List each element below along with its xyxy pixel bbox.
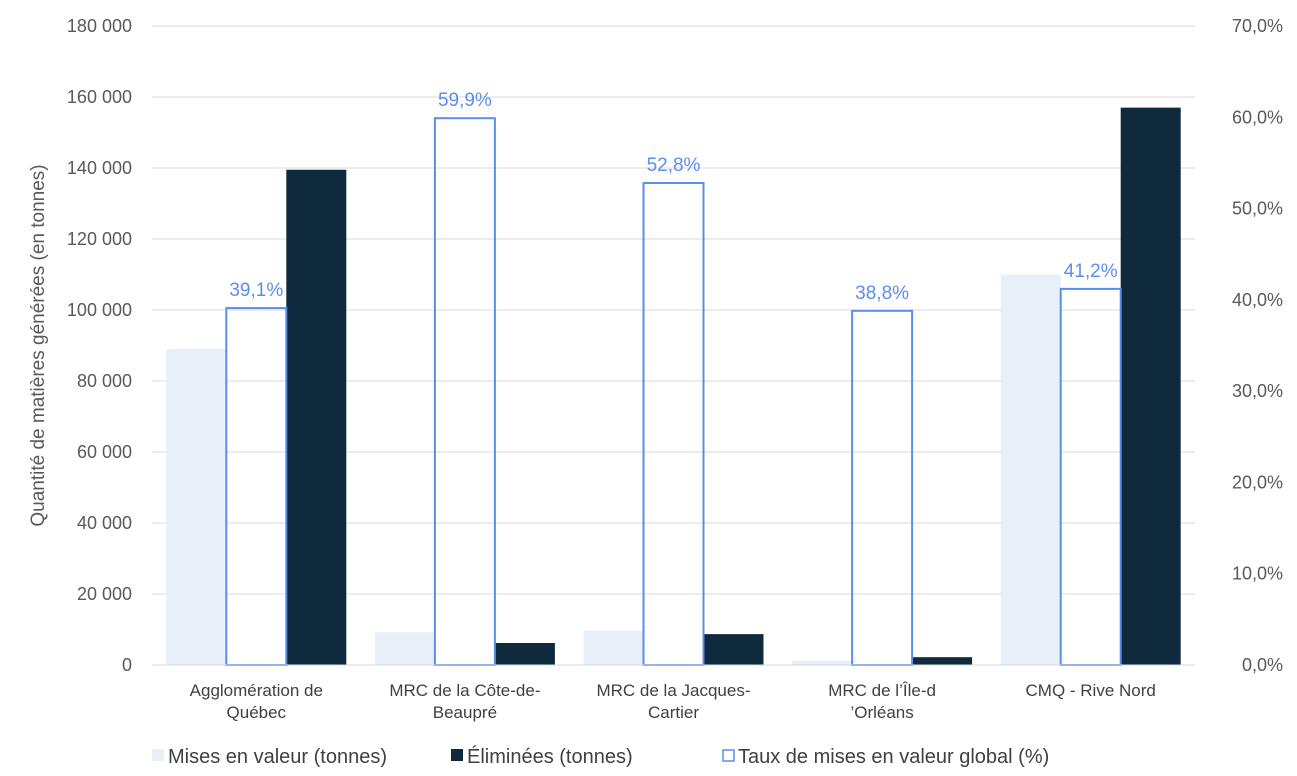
x-tick-label: Agglomération de <box>190 681 323 700</box>
y2-tick-label: 20,0% <box>1232 472 1283 492</box>
bar-mises-en-valeur <box>583 630 644 665</box>
y-tick-label: 180 000 <box>67 16 132 36</box>
bar-taux <box>1059 287 1122 666</box>
y2-tick-label: 40,0% <box>1232 290 1283 310</box>
data-label-taux: 59,9% <box>438 90 492 111</box>
y-tick-label: 120 000 <box>67 229 132 249</box>
y-tick-label: 60 000 <box>77 442 132 462</box>
legend-swatch <box>722 749 735 762</box>
bar-mises-en-valeur <box>166 349 227 665</box>
y-tick-label: 80 000 <box>77 371 132 391</box>
legend-label: Taux de mises en valeur global (%) <box>738 746 1049 768</box>
x-tick-label: Beaupré <box>433 703 497 722</box>
x-tick-label: Cartier <box>648 703 699 722</box>
legend-swatch <box>451 749 463 761</box>
y-tick-label: 100 000 <box>67 300 132 320</box>
bar-mises-en-valeur <box>1000 274 1061 665</box>
bar-mises-en-valeur <box>374 632 435 665</box>
data-label-taux: 39,1% <box>229 280 283 301</box>
bar-mises-en-valeur <box>792 660 853 665</box>
bar-eliminees <box>703 634 764 665</box>
bar-taux <box>433 117 496 667</box>
bar-eliminees <box>1120 107 1181 665</box>
y-tick-label: 160 000 <box>67 87 132 107</box>
y2-tick-label: 70,0% <box>1232 16 1283 36</box>
y-tick-label: 20 000 <box>77 584 132 604</box>
data-label-taux: 52,8% <box>647 155 701 176</box>
y-tick-label: 0 <box>122 655 132 675</box>
y2-tick-label: 10,0% <box>1232 564 1283 584</box>
bar-eliminees <box>286 169 347 665</box>
y-tick-label: 40 000 <box>77 513 132 533</box>
x-tick-label: MRC de l’Île-d <box>828 681 936 700</box>
x-tick-label: MRC de la Côte-de- <box>389 681 540 700</box>
data-label-taux: 38,8% <box>855 283 909 304</box>
y-tick-label: 140 000 <box>67 158 132 178</box>
bar-taux <box>225 307 288 666</box>
x-tick-label: Québec <box>227 703 287 722</box>
data-label-taux: 41,2% <box>1064 261 1118 282</box>
y2-tick-label: 0,0% <box>1242 655 1283 675</box>
x-tick-label: CMQ - Rive Nord <box>1026 681 1156 700</box>
legend-swatch <box>152 749 164 761</box>
x-tick-label: ’Orléans <box>850 703 913 722</box>
legend-label: Mises en valeur (tonnes) <box>168 746 387 768</box>
y2-tick-label: 60,0% <box>1232 107 1283 127</box>
x-tick-label: MRC de la Jacques- <box>596 681 750 700</box>
y2-tick-label: 50,0% <box>1232 199 1283 219</box>
bar-taux <box>851 309 914 666</box>
y2-tick-label: 30,0% <box>1232 381 1283 401</box>
y-axis-title: Quantité de matières générées (en tonnes… <box>28 164 49 526</box>
bar-eliminees <box>912 657 973 665</box>
bar-eliminees <box>494 642 555 665</box>
legend-label: Éliminées (tonnes) <box>467 745 633 768</box>
bar-taux <box>642 182 705 667</box>
